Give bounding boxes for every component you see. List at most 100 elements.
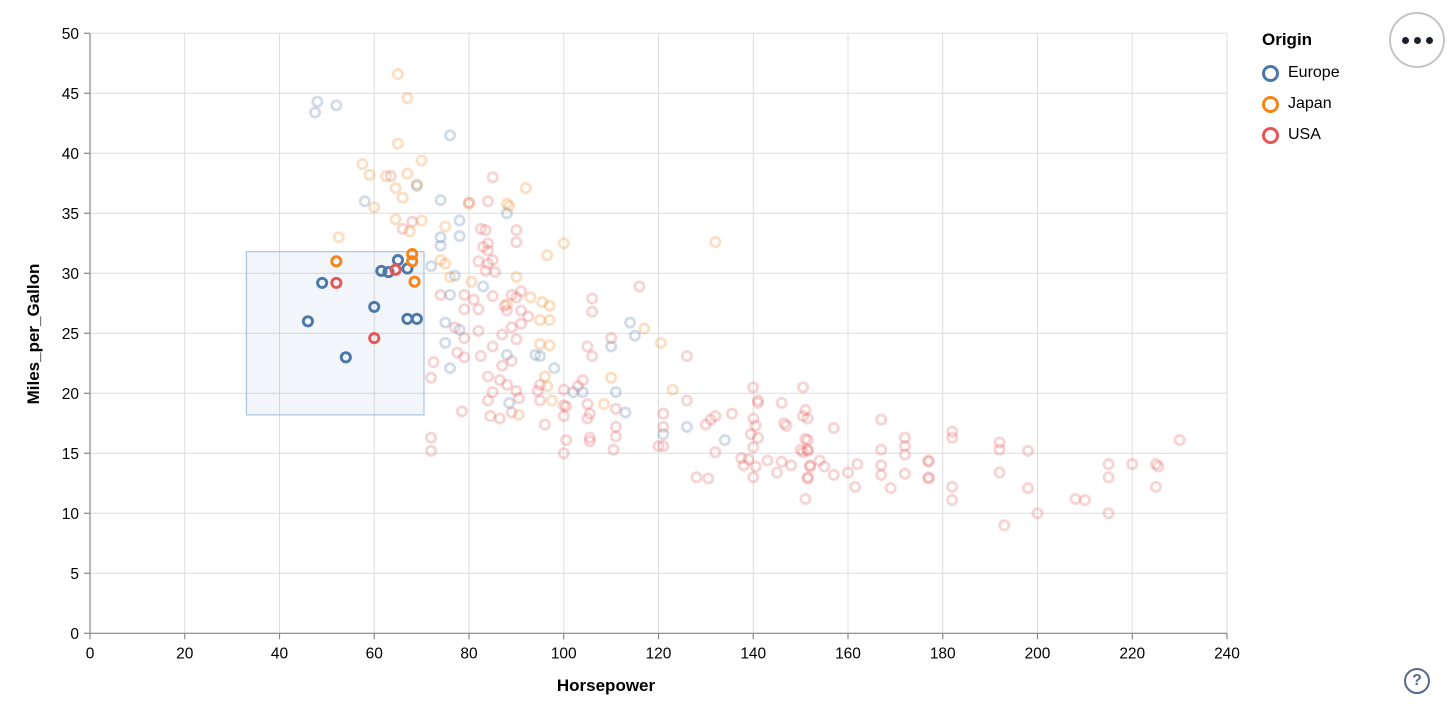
- data-point-usa: [737, 459, 750, 472]
- data-point-usa: [680, 394, 693, 407]
- data-point-usa: [481, 370, 495, 383]
- data-point-usa: [875, 459, 888, 472]
- data-point-usa: [586, 292, 599, 305]
- data-point-japan: [332, 231, 345, 244]
- data-point-usa: [583, 407, 596, 420]
- data-point-europe: [453, 323, 466, 336]
- data-point-usa: [607, 443, 620, 456]
- data-point-usa: [474, 350, 487, 363]
- data-point-usa: [609, 402, 622, 415]
- x-tick-label: 60: [366, 645, 384, 662]
- data-point-usa: [709, 410, 722, 423]
- data-point-usa: [489, 266, 502, 279]
- data-point-europe-selected: [301, 315, 314, 328]
- data-point-usa: [801, 443, 814, 456]
- data-point-japan: [654, 336, 667, 349]
- data-point-japan: [709, 236, 722, 249]
- data-point-usa: [571, 380, 585, 393]
- data-point-usa: [751, 394, 765, 407]
- brush-selection[interactable]: [245, 251, 425, 416]
- data-point-usa: [581, 412, 594, 425]
- data-point-japan: [541, 380, 554, 393]
- y-tick-label: 5: [70, 566, 79, 583]
- legend-item-label: Japan: [1288, 95, 1332, 112]
- data-point-usa: [796, 410, 810, 423]
- data-point-usa: [481, 195, 495, 208]
- data-point-japan: [545, 394, 558, 407]
- data-point-usa: [557, 447, 570, 460]
- data-point-usa: [946, 425, 959, 438]
- data-point-usa: [481, 237, 495, 250]
- data-point-japan: [543, 314, 556, 327]
- data-point-usa: [993, 466, 1006, 479]
- data-point-usa: [557, 399, 570, 412]
- data-point-usa: [427, 356, 440, 369]
- data-point-usa: [747, 471, 760, 484]
- data-point-usa: [841, 466, 855, 479]
- data-point-usa: [751, 396, 765, 409]
- data-point-usa: [657, 420, 670, 433]
- data-point-usa: [785, 459, 798, 472]
- data-point-japan: [541, 249, 554, 262]
- data-point-europe: [548, 362, 561, 375]
- data-point-usa: [455, 405, 468, 418]
- data-point-japan-selected: [330, 255, 343, 268]
- data-point-europe: [434, 231, 447, 244]
- data-point-usa: [505, 406, 518, 419]
- y-tick-label: 0: [70, 626, 79, 643]
- data-point-usa: [493, 412, 506, 425]
- data-point-japan: [410, 178, 423, 191]
- legend-item-europe: Europe: [1262, 64, 1340, 82]
- ellipsis-icon: [1401, 36, 1409, 44]
- data-point-usa: [633, 280, 646, 293]
- data-point-usa: [560, 400, 573, 413]
- data-point-usa: [515, 304, 528, 317]
- data-point-usa: [451, 346, 464, 359]
- data-point-europe: [311, 95, 324, 108]
- x-tick-label: 20: [176, 645, 194, 662]
- data-point-usa: [609, 420, 622, 433]
- ellipsis-icon: [1425, 36, 1433, 44]
- data-point-usa: [448, 321, 461, 334]
- data-point-usa: [922, 471, 935, 484]
- data-point-usa: [747, 381, 760, 394]
- data-point-usa: [801, 412, 814, 425]
- data-point-usa: [515, 317, 528, 330]
- x-tick-label: 220: [1119, 645, 1145, 662]
- data-point-japan: [415, 154, 428, 167]
- data-point-europe: [443, 288, 457, 301]
- data-point-usa: [993, 436, 1006, 449]
- data-point-usa: [467, 293, 480, 306]
- options-menu-button[interactable]: [1389, 12, 1445, 68]
- data-point-usa: [396, 222, 409, 235]
- x-axis-title: Horsepower: [556, 676, 656, 695]
- data-point-usa: [1152, 460, 1165, 473]
- data-point-usa: [801, 472, 814, 485]
- data-point-usa: [884, 482, 897, 495]
- data-point-usa: [434, 288, 447, 301]
- data-point-usa-selected: [368, 332, 381, 345]
- help-button[interactable]: ?: [1404, 668, 1430, 694]
- data-point-japan: [536, 296, 549, 309]
- y-tick-label: 50: [62, 26, 80, 43]
- data-point-usa: [472, 255, 485, 268]
- data-point-usa: [875, 443, 888, 456]
- data-point-japan: [391, 68, 404, 81]
- y-axis-title: Miles_per_Gallon: [24, 263, 43, 405]
- data-point-japan: [465, 275, 478, 288]
- data-point-europe: [680, 420, 693, 433]
- ellipsis-icon: [1413, 36, 1421, 44]
- data-point-japan-selected: [406, 248, 419, 261]
- data-point-europe: [439, 336, 452, 349]
- x-tick-label: 140: [740, 645, 766, 662]
- data-point-usa: [1021, 482, 1035, 495]
- data-point-usa: [458, 332, 471, 345]
- data-point-japan: [519, 182, 532, 195]
- data-point-japan: [534, 314, 547, 327]
- data-point-usa: [1149, 480, 1162, 493]
- data-point-usa: [813, 454, 826, 467]
- data-point-usa: [538, 418, 551, 431]
- legend-item-japan: Japan: [1262, 95, 1340, 113]
